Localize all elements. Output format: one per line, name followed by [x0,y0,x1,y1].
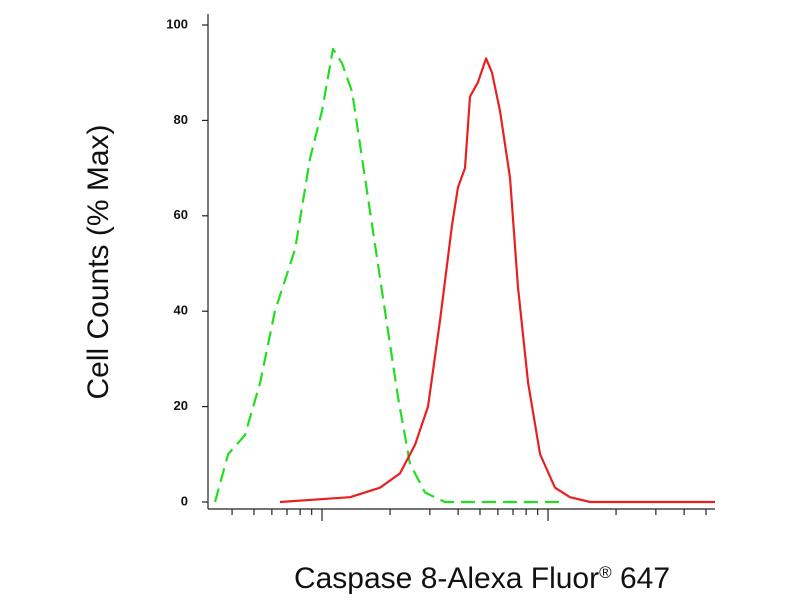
y-tick-label: 20 [174,398,188,413]
histogram-line [279,57,715,504]
x-label-text: Caspase 8-Alexa Fluor [294,562,599,595]
x-label-superscript: ® [599,563,612,582]
y-axis-label: Cell Counts (% Max) [82,124,115,399]
x-label-text: 647 [612,562,670,595]
y-tick-label: 100 [166,16,188,31]
y-tick-label: 0 [181,493,188,508]
histogram-line [213,47,565,504]
y-tick-label: 80 [174,112,188,127]
y-tick-label: 40 [174,303,188,318]
x-axis-label: Caspase 8-Alexa Fluor® 647 [294,562,670,595]
y-tick-label: 60 [174,207,188,222]
